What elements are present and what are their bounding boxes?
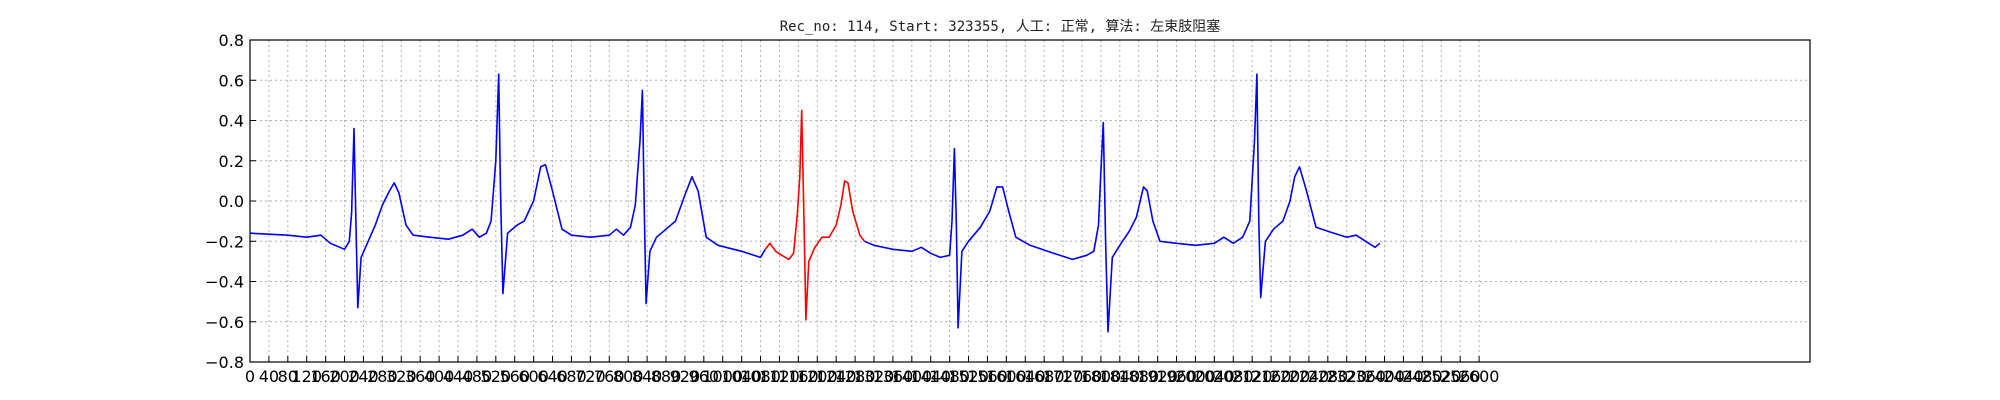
x-tick-label: 560: [499, 367, 530, 386]
x-tick-label: 2520: [1421, 367, 1462, 386]
x-tick-label: 640: [537, 367, 568, 386]
x-tick-label: 1240: [816, 367, 857, 386]
x-tick-label: 1960: [1156, 367, 1197, 386]
x-tick-label: 2440: [1383, 367, 1424, 386]
ecg-series-line: [864, 73, 1381, 333]
x-tick-label: 520: [481, 367, 512, 386]
x-tick-label: 760: [594, 367, 625, 386]
x-tick-label: 0: [245, 367, 255, 386]
x-tick-label: 1280: [835, 367, 876, 386]
y-tick-label: −0.8: [205, 353, 244, 372]
x-axis: 0 408012016020024028032036040044048052056…: [245, 356, 1500, 386]
x-tick-label: 1400: [891, 367, 932, 386]
y-tick-label: −0.6: [205, 313, 244, 332]
x-tick-label: 1000: [702, 367, 743, 386]
x-tick-label: 1640: [1005, 367, 1046, 386]
x-tick-label: 440: [443, 367, 474, 386]
y-tick-label: 0.6: [219, 71, 244, 90]
x-tick-label: 2400: [1364, 367, 1405, 386]
x-tick-label: 320: [386, 367, 417, 386]
x-tick-label: 2240: [1289, 367, 1330, 386]
x-tick-label: 600: [518, 367, 549, 386]
grid: [249, 39, 1810, 363]
x-tick-label: 2560: [1440, 367, 1481, 386]
x-tick-label: 1600: [986, 367, 1027, 386]
x-tick-label: 160: [310, 367, 341, 386]
x-tick-label: 880: [651, 367, 682, 386]
x-tick-label: 1360: [873, 367, 914, 386]
x-tick-label: 1760: [1062, 367, 1103, 386]
x-tick-label: 960: [689, 367, 720, 386]
x-tick-label: 1080: [740, 367, 781, 386]
x-tick-label: 680: [556, 367, 587, 386]
x-tick-label: 2000: [1175, 367, 1216, 386]
x-tick-label: 2040: [1194, 367, 1235, 386]
x-tick-label: 1800: [1081, 367, 1122, 386]
y-tick-label: 0.0: [219, 192, 244, 211]
x-tick-label: 2600: [1459, 367, 1500, 386]
x-tick-label: 1520: [948, 367, 989, 386]
x-tick-label: 1920: [1137, 367, 1178, 386]
plot-series: [249, 73, 1381, 333]
x-tick-label: 2280: [1307, 367, 1348, 386]
x-tick-label: 2160: [1251, 367, 1292, 386]
y-tick-label: −0.2: [205, 232, 244, 251]
chart-title: Rec_no: 114, Start: 323355, 人工: 正常, 算法: …: [780, 18, 1221, 35]
x-tick-label: 360: [405, 367, 436, 386]
y-tick-label: 0.4: [219, 112, 244, 131]
x-tick-label: 2320: [1326, 367, 1367, 386]
x-tick-label: 400: [424, 367, 455, 386]
x-tick-label: 200: [329, 367, 360, 386]
x-tick-label: 2480: [1402, 367, 1443, 386]
x-tick-label: 1720: [1043, 367, 1084, 386]
x-tick-label: 840: [632, 367, 663, 386]
x-tick-label: 800: [613, 367, 644, 386]
x-tick-label: 2360: [1345, 367, 1386, 386]
y-tick-label: 0.8: [219, 31, 244, 50]
x-tick-label: 1680: [1024, 367, 1065, 386]
x-tick-label: 2200: [1270, 367, 1311, 386]
y-axis: 0.8 0.6 0.4 0.2 0.0 −0.2 −0.4 −0.6 −0.8: [205, 31, 256, 372]
x-tick-label: 1880: [1118, 367, 1159, 386]
x-tick-label: 1320: [854, 367, 895, 386]
y-tick-label: 0.2: [219, 152, 244, 171]
x-tick-label: 1200: [797, 367, 838, 386]
x-tick-label: 920: [670, 367, 701, 386]
x-tick-label: 1480: [929, 367, 970, 386]
x-tick-label: 1120: [759, 367, 800, 386]
x-tick-label: 1840: [1099, 367, 1140, 386]
x-tick-label: 1440: [910, 367, 951, 386]
x-tick-label: 720: [575, 367, 606, 386]
x-tick-label: 480: [462, 367, 493, 386]
x-tick-label: 1560: [967, 367, 1008, 386]
x-tick-label: 1160: [778, 367, 819, 386]
x-tick-label: 2120: [1232, 367, 1273, 386]
x-tick-label: 240: [348, 367, 379, 386]
x-tick-label: 80: [278, 367, 298, 386]
ecg-series-line: [764, 109, 866, 321]
x-tick-label: 120: [291, 367, 322, 386]
x-tick-label: 2080: [1213, 367, 1254, 386]
x-tick-label: 280: [367, 367, 398, 386]
x-tick-label: 40: [259, 367, 279, 386]
x-tick-label: 1040: [721, 367, 762, 386]
ecg-series-line: [249, 73, 766, 309]
y-tick-label: −0.4: [205, 273, 244, 292]
